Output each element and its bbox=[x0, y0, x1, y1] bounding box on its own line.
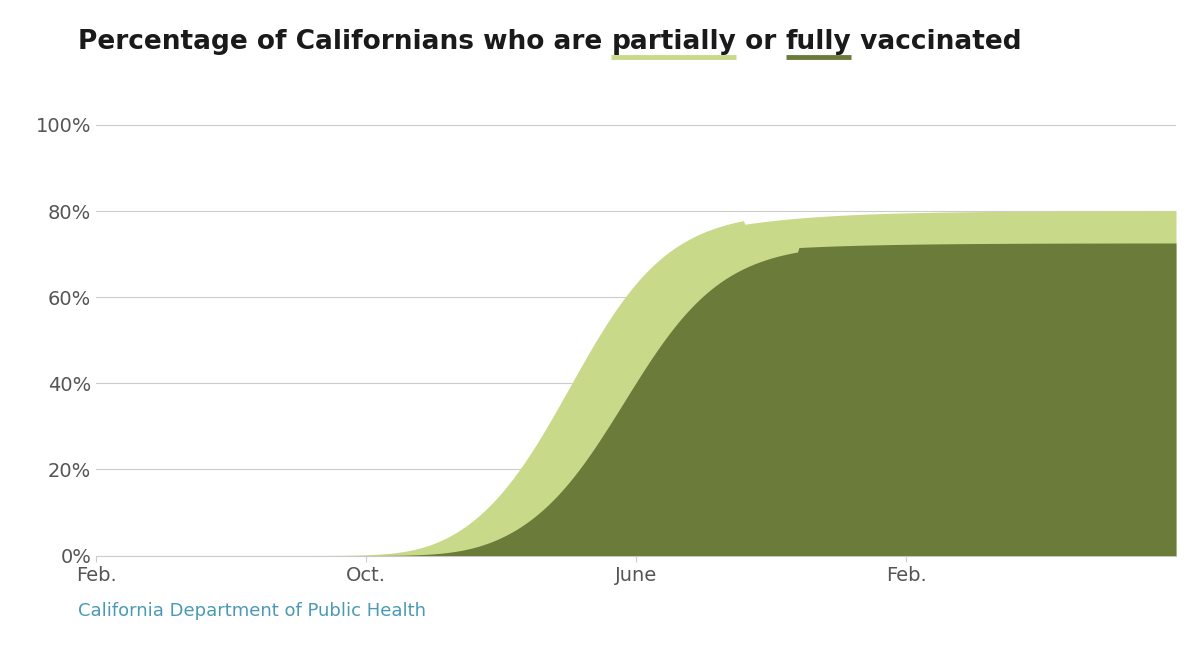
Text: partially: partially bbox=[611, 29, 737, 55]
Text: vaccinated: vaccinated bbox=[851, 29, 1022, 55]
Text: or: or bbox=[737, 29, 786, 55]
Text: Percentage of Californians who are: Percentage of Californians who are bbox=[78, 29, 611, 55]
Text: California Department of Public Health: California Department of Public Health bbox=[78, 602, 426, 620]
Text: fully: fully bbox=[786, 29, 851, 55]
